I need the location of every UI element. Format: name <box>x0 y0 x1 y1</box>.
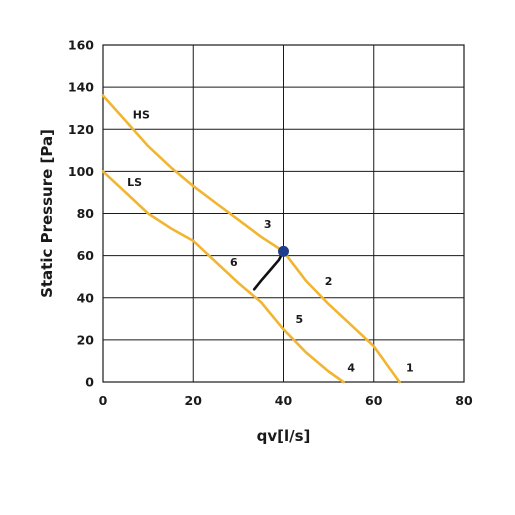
y-tick-label: 60 <box>77 248 95 263</box>
x-tick-label: 80 <box>455 393 473 408</box>
x-tick-label: 20 <box>185 393 203 408</box>
plot-frame <box>102 44 465 383</box>
system-curve <box>252 250 285 291</box>
series-line-hs <box>101 94 401 384</box>
y-axis-title: Static Pressure [Pa] <box>38 129 56 298</box>
y-tick-label: 80 <box>77 206 95 221</box>
series-label: HS <box>133 109 150 122</box>
y-tick-label: 120 <box>68 122 94 137</box>
point-annotation: 5 <box>295 313 303 326</box>
point-annotation: 6 <box>230 256 238 269</box>
series-layer <box>101 94 401 384</box>
labels: 0 20 40 60 80 0 20 40 60 80 100 120 140 160 HS LS 1 2 3 4 5 6 <box>68 38 473 409</box>
y-tick-label: 0 <box>85 375 94 390</box>
x-tick-label: 0 <box>99 393 108 408</box>
operating-point <box>278 245 289 257</box>
point-annotation: 4 <box>347 361 355 374</box>
x-tick-label: 40 <box>275 393 293 408</box>
series-line-ls <box>101 170 345 384</box>
y-tick-label: 20 <box>77 332 95 347</box>
x-axis-title: qv[l/s] <box>257 427 311 445</box>
series-label: LS <box>127 176 142 189</box>
y-tick-label: 100 <box>68 164 94 179</box>
point-annotation: 2 <box>325 275 333 288</box>
y-tick-label: 160 <box>68 38 94 53</box>
point-annotation: 1 <box>406 361 414 374</box>
axes <box>102 44 465 383</box>
x-tick-label: 60 <box>365 393 383 408</box>
y-tick-label: 140 <box>68 80 94 95</box>
y-tick-label: 40 <box>77 290 95 305</box>
point-annotation: 3 <box>264 218 272 231</box>
